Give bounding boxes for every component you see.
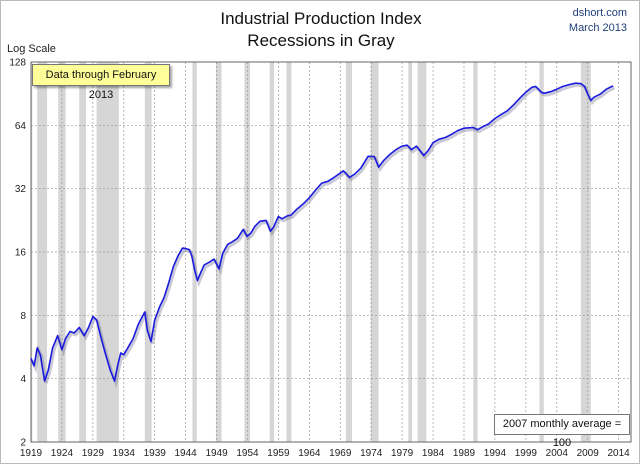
x-tick-label: 1979 xyxy=(391,448,414,459)
base-period-note: 2007 monthly average = 100 xyxy=(494,414,630,449)
x-tick-label: 1954 xyxy=(236,448,259,459)
y-tick-label: 64 xyxy=(15,121,27,132)
source-label: dshort.com xyxy=(572,7,627,19)
x-tick-label: 1939 xyxy=(144,448,167,459)
y-tick-label: 32 xyxy=(15,184,27,195)
x-tick-label: 1999 xyxy=(515,448,538,459)
x-tick-label: 2014 xyxy=(608,448,631,459)
recession-band xyxy=(539,62,544,442)
recession-band xyxy=(215,62,222,442)
y-tick-label: 4 xyxy=(20,374,26,385)
x-tick-label: 1969 xyxy=(329,448,352,459)
recession-band xyxy=(37,62,48,442)
chart-title: Industrial Production Index xyxy=(220,9,422,28)
recession-band xyxy=(370,62,379,442)
x-tick-label: 2009 xyxy=(577,448,600,459)
recession-band xyxy=(408,62,413,442)
x-tick-label: 1934 xyxy=(113,448,136,459)
x-tick-label: 1924 xyxy=(51,448,74,459)
x-tick-label: 1964 xyxy=(298,448,321,459)
x-tick-label: 1944 xyxy=(175,448,198,459)
x-tick-label: 1984 xyxy=(422,448,445,459)
y-tick-label: 2 xyxy=(20,438,26,449)
series-line-shadow xyxy=(31,83,616,389)
recession-band xyxy=(79,62,87,442)
plot-border xyxy=(30,61,632,443)
x-tick-label: 1989 xyxy=(453,448,476,459)
x-tick-label: 2004 xyxy=(546,448,569,459)
x-tick-label: 1994 xyxy=(484,448,507,459)
x-tick-label: 1919 xyxy=(20,448,43,459)
y-tick-label: 16 xyxy=(15,248,27,259)
x-tick-label: 1949 xyxy=(205,448,228,459)
date-label: March 2013 xyxy=(568,22,627,34)
data-through-note: Data through February 2013 xyxy=(32,64,170,101)
recession-band xyxy=(417,62,427,442)
recession-band xyxy=(580,62,591,442)
y-tick-label: 8 xyxy=(20,311,26,322)
x-tick-label: 1929 xyxy=(82,448,105,459)
chart-subtitle: Recessions in Gray xyxy=(247,31,395,50)
series-line xyxy=(30,82,614,382)
x-tick-label: 1959 xyxy=(267,448,290,459)
recession-band xyxy=(192,62,197,442)
x-tick-label: 1974 xyxy=(360,448,383,459)
y-axis-label: Log Scale xyxy=(7,43,56,55)
y-tick-label: 128 xyxy=(9,58,26,69)
